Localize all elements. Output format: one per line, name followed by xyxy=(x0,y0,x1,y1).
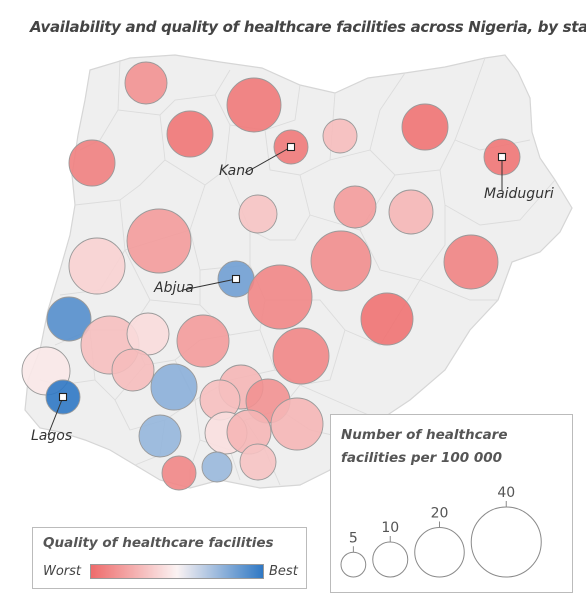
callout-label-kano: Kano xyxy=(219,163,254,179)
state-bubble xyxy=(111,348,155,392)
state-bubble xyxy=(226,77,282,133)
state-bubble xyxy=(138,414,182,458)
quality-legend: Quality of healthcare facilities Worst B… xyxy=(32,527,307,589)
state-bubble xyxy=(401,103,449,151)
state-bubble xyxy=(166,110,214,158)
state-bubble xyxy=(124,61,168,105)
chart-title: Availability and quality of healthcare f… xyxy=(30,18,586,36)
city-marker-icon xyxy=(497,152,507,162)
state-bubble xyxy=(322,118,358,154)
state-bubble xyxy=(176,314,230,368)
size-legend-title: Number of healthcare facilities per 100 … xyxy=(341,427,508,466)
size-legend-graphic: 5 10 20 40 xyxy=(340,485,542,578)
state-bubble xyxy=(201,451,233,483)
state-bubble xyxy=(310,230,372,292)
size-legend-value-label: 10 xyxy=(381,520,399,536)
state-bubble xyxy=(46,296,92,342)
callout-lines xyxy=(47,146,503,436)
callout-line xyxy=(182,278,237,291)
quality-legend-title: Quality of healthcare facilities xyxy=(43,535,274,551)
quality-legend-worst-label: Worst xyxy=(43,564,82,579)
callout-markers xyxy=(58,142,507,402)
size-legend-circle xyxy=(340,551,367,578)
city-marker-icon xyxy=(58,392,68,402)
state-bubble xyxy=(239,443,277,481)
callout-label-abjua: Abjua xyxy=(154,280,194,296)
state-bubble xyxy=(238,194,278,234)
callout-label-maiduguri: Maiduguri xyxy=(484,186,554,202)
size-legend-value-label: 20 xyxy=(431,506,449,522)
size-legend-circle xyxy=(414,527,465,578)
quality-legend-best-label: Best xyxy=(269,564,298,579)
state-bubble xyxy=(443,234,499,290)
callout-line xyxy=(244,146,292,174)
state-bubble xyxy=(247,264,313,330)
state-bubble xyxy=(68,139,116,187)
city-marker-icon xyxy=(231,274,241,284)
state-bubble xyxy=(270,397,324,451)
state-bubble xyxy=(272,327,330,385)
size-legend: 5 10 20 40 Number of healthcare facilities … xyxy=(330,414,573,593)
state-bubble xyxy=(68,237,126,295)
state-bubble xyxy=(150,363,198,411)
callout-line xyxy=(47,396,64,436)
size-legend-circle xyxy=(470,506,542,578)
state-bubble xyxy=(360,292,414,346)
state-bubble xyxy=(161,455,197,491)
size-legend-value-label: 5 xyxy=(349,530,358,546)
size-legend-circle xyxy=(372,541,409,578)
state-bubble xyxy=(126,208,192,274)
state-bubbles xyxy=(21,61,521,491)
quality-color-scale xyxy=(90,564,264,579)
state-bubble xyxy=(333,185,377,229)
callout-label-lagos: Lagos xyxy=(31,428,73,444)
size-legend-value-label: 40 xyxy=(497,485,515,501)
city-marker-icon xyxy=(286,142,296,152)
state-bubble xyxy=(388,189,434,235)
